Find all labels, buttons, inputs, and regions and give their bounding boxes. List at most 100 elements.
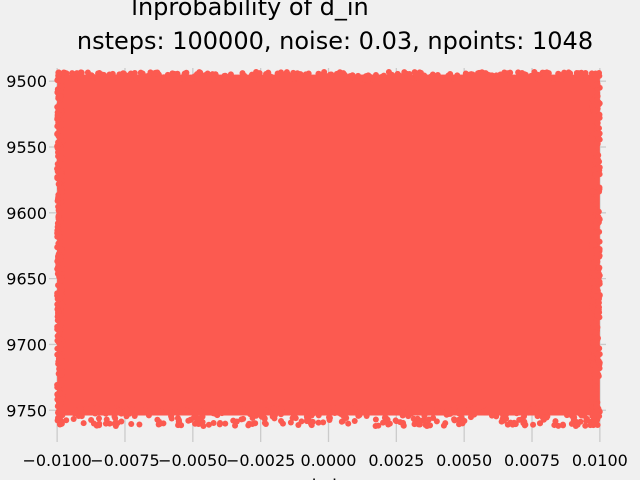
scatter-point (528, 72, 535, 79)
scatter-point (334, 72, 341, 79)
scatter-point (57, 345, 64, 352)
scatter-point (546, 405, 553, 412)
scatter-point (223, 73, 230, 80)
scatter-point (277, 411, 284, 418)
scatter-point (397, 419, 404, 426)
scatter-point (399, 412, 406, 419)
scatter-point (489, 72, 496, 79)
scatter-point (350, 405, 357, 412)
scatter-point (595, 357, 602, 364)
scatter-point (594, 81, 601, 88)
scatter-point (445, 411, 452, 418)
scatter-point (57, 278, 64, 285)
scatter-point (58, 121, 65, 128)
scatter-point (583, 417, 590, 424)
scatter-point (233, 418, 240, 425)
scatter-point (537, 420, 544, 427)
scatter-point (238, 416, 245, 423)
scatter-point (146, 410, 153, 417)
scatter-point (102, 420, 109, 427)
scatter-point (596, 184, 603, 191)
scatter-point (123, 76, 130, 83)
scatter-point (596, 136, 603, 143)
scatter-point (56, 365, 63, 372)
scatter-point (561, 71, 568, 78)
scatter-point (345, 420, 352, 427)
scatter-point (595, 278, 602, 285)
scatter-point (596, 351, 603, 358)
y-tick-label: 9750 (6, 401, 47, 420)
scatter-point (69, 70, 76, 77)
scatter-point (596, 272, 603, 279)
scatter-point (90, 420, 97, 427)
scatter-point (118, 418, 125, 425)
scatter-point (596, 111, 603, 118)
scatter-point (594, 336, 601, 343)
scatter-point (588, 139, 595, 146)
scatter-point (111, 420, 118, 427)
scatter-point (519, 69, 526, 76)
scatter-point (326, 414, 333, 421)
scatter-point (432, 76, 439, 83)
scatter-point (417, 404, 424, 411)
scatter-point (474, 70, 481, 77)
scatter-point (589, 89, 596, 96)
scatter-point (320, 419, 327, 426)
scatter-point (592, 247, 599, 254)
scatter-point (427, 407, 434, 414)
y-tick-label: 9650 (6, 270, 47, 289)
scatter-point (469, 71, 476, 78)
scatter-point (58, 246, 65, 253)
scatter-point (129, 72, 136, 79)
scatter-point (590, 323, 597, 330)
scatter-point (421, 412, 428, 419)
scatter-point (470, 404, 477, 411)
scatter-point (596, 171, 603, 178)
scatter-point (226, 409, 233, 416)
scatter-point (556, 71, 563, 78)
scatter-point (572, 422, 579, 429)
scatter-point (58, 358, 65, 365)
scatter-point (582, 422, 589, 429)
scatter-point (504, 421, 511, 428)
scatter-point (202, 72, 209, 79)
scatter-point (348, 74, 355, 81)
scatter-point (596, 70, 603, 77)
x-tick-label: 0.0000 (301, 451, 357, 470)
scatter-point (541, 408, 548, 415)
scatter-point (252, 76, 259, 83)
scatter-point (183, 69, 190, 76)
scatter-point (329, 74, 336, 81)
scatter-point (287, 419, 294, 426)
scatter-point (96, 420, 103, 427)
scatter-point (591, 166, 598, 173)
scatter-point (179, 75, 186, 82)
scatter-point (596, 264, 603, 271)
scatter-points (54, 68, 603, 430)
scatter-point (120, 70, 127, 77)
scatter-point (59, 301, 66, 308)
scatter-point (70, 415, 77, 422)
scatter-point (54, 223, 61, 230)
scatter-point (532, 406, 539, 413)
scatter-point (589, 81, 596, 88)
scatter-point (59, 172, 66, 179)
scatter-point (434, 405, 441, 412)
scatter-point (290, 413, 297, 420)
scatter-point (200, 422, 207, 429)
scatter-point (305, 407, 312, 414)
scatter-point (587, 422, 594, 429)
scatter-point (196, 415, 203, 422)
scatter-point (279, 420, 286, 427)
scatter-point (168, 409, 175, 416)
scatter-point (588, 123, 595, 130)
scatter-point (54, 89, 61, 96)
scatter-point (198, 75, 205, 82)
scatter-point (284, 407, 291, 414)
scatter-point (178, 422, 185, 429)
scatter-point (317, 72, 324, 79)
x-tick-label: −0.0025 (226, 451, 295, 470)
scatter-point (91, 74, 98, 81)
scatter-point (56, 295, 63, 302)
scatter-point (589, 103, 596, 110)
